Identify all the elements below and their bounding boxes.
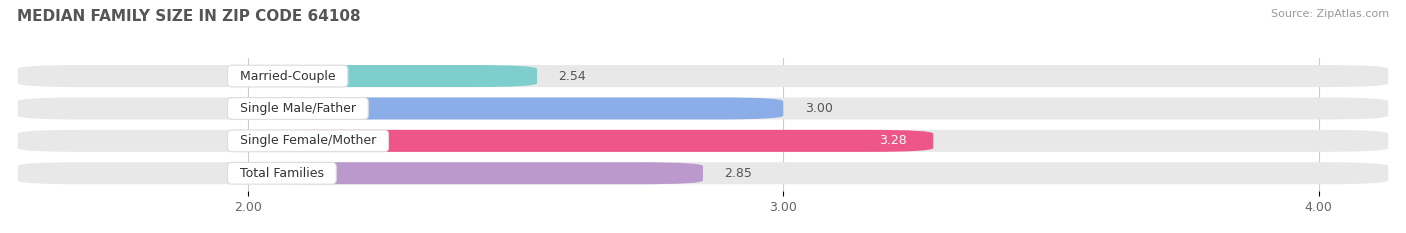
- FancyBboxPatch shape: [18, 65, 1388, 87]
- Text: 3.00: 3.00: [804, 102, 832, 115]
- FancyBboxPatch shape: [247, 97, 783, 120]
- Text: Married-Couple: Married-Couple: [232, 70, 343, 82]
- FancyBboxPatch shape: [247, 162, 703, 184]
- FancyBboxPatch shape: [18, 162, 1388, 184]
- FancyBboxPatch shape: [247, 65, 537, 87]
- Text: 2.54: 2.54: [558, 70, 586, 82]
- Text: Total Families: Total Families: [232, 167, 332, 180]
- FancyBboxPatch shape: [18, 130, 1388, 152]
- Text: Single Female/Mother: Single Female/Mother: [232, 134, 384, 147]
- Text: Source: ZipAtlas.com: Source: ZipAtlas.com: [1271, 9, 1389, 19]
- FancyBboxPatch shape: [247, 130, 934, 152]
- Text: Single Male/Father: Single Male/Father: [232, 102, 364, 115]
- Text: 3.28: 3.28: [879, 134, 907, 147]
- FancyBboxPatch shape: [18, 97, 1388, 120]
- Text: MEDIAN FAMILY SIZE IN ZIP CODE 64108: MEDIAN FAMILY SIZE IN ZIP CODE 64108: [17, 9, 360, 24]
- Text: 2.85: 2.85: [724, 167, 752, 180]
